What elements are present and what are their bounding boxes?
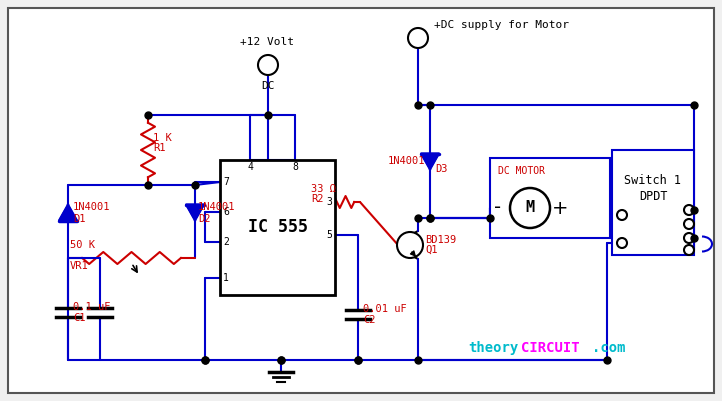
Circle shape — [258, 55, 278, 75]
Circle shape — [684, 219, 694, 229]
Text: IC 555: IC 555 — [248, 219, 308, 237]
Text: 0.01 uF: 0.01 uF — [363, 304, 406, 314]
Text: 8: 8 — [292, 162, 298, 172]
Text: C2: C2 — [363, 315, 375, 325]
Text: R1: R1 — [153, 143, 165, 153]
Text: 1N4001: 1N4001 — [388, 156, 425, 166]
Text: R2: R2 — [311, 194, 323, 204]
Bar — [612, 150, 694, 255]
Circle shape — [684, 245, 694, 255]
Text: VR1: VR1 — [70, 261, 89, 271]
Text: 50 K: 50 K — [70, 240, 95, 250]
Circle shape — [397, 232, 423, 258]
Text: 1 K: 1 K — [153, 133, 172, 143]
Text: M: M — [526, 200, 534, 215]
Polygon shape — [421, 154, 439, 170]
Text: D3: D3 — [435, 164, 448, 174]
Circle shape — [408, 28, 428, 48]
Text: DC MOTOR: DC MOTOR — [498, 166, 545, 176]
Text: 2: 2 — [223, 237, 229, 247]
Text: D1: D1 — [73, 215, 85, 225]
Circle shape — [684, 233, 694, 243]
Text: Q1: Q1 — [425, 245, 438, 255]
Text: 5: 5 — [326, 230, 332, 240]
Circle shape — [617, 210, 627, 220]
Text: 33 Ω: 33 Ω — [311, 184, 336, 194]
Bar — [490, 158, 610, 238]
Text: 1: 1 — [223, 273, 229, 283]
Polygon shape — [186, 205, 204, 221]
Text: 6: 6 — [223, 207, 229, 217]
Text: C1: C1 — [73, 313, 85, 323]
Text: +12 Volt: +12 Volt — [240, 37, 294, 47]
Text: 0.1 uF: 0.1 uF — [73, 302, 110, 312]
Polygon shape — [59, 205, 77, 221]
Text: Switch 1: Switch 1 — [625, 174, 682, 186]
Text: +DC supply for Motor: +DC supply for Motor — [434, 20, 569, 30]
Text: +: + — [552, 198, 568, 217]
Circle shape — [684, 205, 694, 215]
Text: theory: theory — [468, 341, 518, 355]
Text: CIRCUIT: CIRCUIT — [521, 341, 580, 355]
Text: 7: 7 — [223, 177, 229, 187]
Text: 4: 4 — [247, 162, 253, 172]
Text: DC: DC — [261, 81, 275, 91]
Text: D2: D2 — [198, 215, 211, 225]
Bar — [220, 160, 335, 295]
Text: 1N4001: 1N4001 — [198, 203, 235, 213]
Text: -: - — [495, 198, 502, 217]
Text: BD139: BD139 — [425, 235, 456, 245]
Text: 1N4001: 1N4001 — [73, 203, 110, 213]
Text: .com: .com — [592, 341, 625, 355]
Text: DPDT: DPDT — [639, 190, 667, 203]
Text: 3: 3 — [326, 197, 332, 207]
Circle shape — [617, 238, 627, 248]
Circle shape — [510, 188, 550, 228]
